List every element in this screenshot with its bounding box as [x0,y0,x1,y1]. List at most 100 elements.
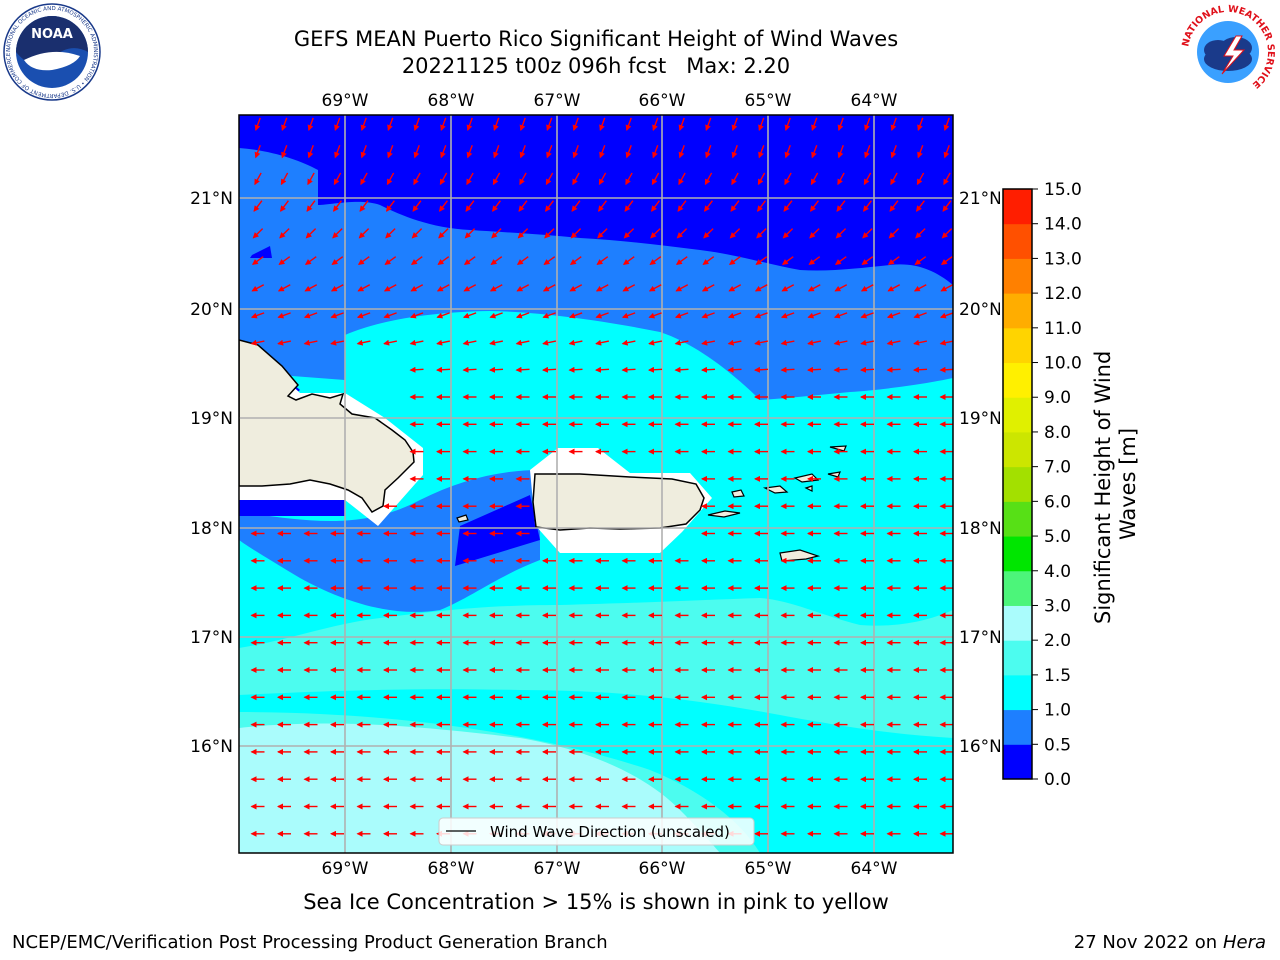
colorbar-swatch [1003,397,1032,433]
wind-wave-arrow [703,200,713,212]
wind-wave-arrow [360,144,367,159]
land-puerto-rico [532,473,705,531]
wave-band-0p0-0p5 [239,115,953,566]
wind-wave-arrow [360,117,367,132]
wind-wave-arrow [277,312,291,319]
colorbar-swatch [1003,258,1032,294]
wind-wave-arrow [387,144,394,159]
lon-label-bottom: 68°W [428,859,475,879]
wind-wave-arrow [705,117,712,132]
wind-wave-arrow [277,339,292,346]
wind-wave-arrow [836,200,846,212]
wind-wave-arrow [728,256,741,265]
wind-wave-arrow [784,117,791,132]
wind-wave-arrow [360,172,368,186]
wave-height-map: 69°W 68°W 67°W 66°W 65°W 64°W 69°W 68°W … [190,91,1000,879]
wind-wave-arrow [410,284,424,292]
wind-wave-arrow [861,256,874,265]
wind-wave-arrow [678,172,686,186]
colorbar-swatch [1003,501,1032,537]
wind-wave-arrow [887,284,901,292]
wind-wave-arrow [332,200,342,212]
colorbar: 0.0 0.5 1.0 1.5 2.0 3.0 4.0 5.0 6.0 7.0 8.0 9.0 10.0… [1002,180,1140,790]
wind-wave-arrow [281,117,288,132]
colorbar-tick-label: 1.0 [1044,701,1071,721]
wind-wave-arrow [597,200,607,212]
wind-wave-arrow [519,117,526,132]
wind-wave-arrow [383,339,398,346]
wind-wave-arrow [731,117,738,132]
wind-wave-arrow [648,366,663,373]
wind-wave-arrow [621,312,636,319]
wind-wave-arrow [728,284,742,292]
lon-label-top: 66°W [639,91,686,111]
wind-wave-arrow [780,339,795,346]
wind-wave-arrow [333,172,342,186]
wind-wave-arrow [412,200,422,212]
wind-wave-arrow [701,366,716,373]
colorbar-swatch [1003,327,1032,364]
wind-wave-arrow [811,117,818,132]
noaa-text: NOAA [31,27,73,42]
footer-date: 27 Nov 2022 on Hera [1074,932,1266,953]
lon-label-top: 69°W [322,91,369,111]
wind-wave-arrow [914,256,927,265]
wind-wave-arrow [250,339,265,346]
wind-wave-arrow [387,117,394,132]
wind-wave-arrow [652,117,659,132]
wind-wave-arrow [810,172,819,186]
colorbar-tick-label: 0.0 [1044,770,1071,790]
wind-wave-arrow [438,200,448,212]
wind-wave-arrow [542,366,557,373]
lat-label-left: 19°N [190,409,233,429]
wind-wave-arrow [917,117,924,132]
colorbar-swatch [1003,362,1032,398]
wind-wave-arrow [701,284,715,292]
footer-host: Hera [1222,932,1266,953]
wind-wave-arrow [358,228,370,239]
wind-wave-arrow [254,117,261,132]
wind-wave-arrow [251,256,264,265]
wind-wave-arrow [915,228,926,239]
wind-wave-arrow [254,172,262,186]
wind-wave-arrow [463,284,477,292]
wind-wave-arrow [807,366,822,373]
wind-wave-arrow [334,117,341,132]
wind-wave-arrow [943,144,950,159]
wind-wave-arrow [307,172,315,186]
wind-wave-arrow [625,144,632,159]
wind-wave-arrow [330,284,344,292]
wind-wave-arrow [569,256,582,265]
wind-wave-arrow [568,339,583,346]
wind-wave-arrow [596,256,609,265]
wind-wave-arrow [331,256,344,265]
wind-wave-arrow [890,117,897,132]
wind-wave-arrow [356,339,371,346]
wind-wave-arrow [678,117,685,132]
nws-logo: NATIONAL WEATHER SERVICE [1180,4,1276,100]
wind-wave-arrow [939,339,953,346]
wind-wave-arrow [648,339,663,346]
wind-wave-arrow [754,366,769,373]
wind-wave-arrow [886,312,901,319]
wind-wave-arrow [860,366,875,373]
wind-wave-arrow [625,117,632,132]
wind-wave-arrow [357,256,370,265]
wind-wave-arrow [704,172,713,186]
lat-label-right: 18°N [959,519,1000,539]
colorbar-frame [1002,188,1033,780]
wind-wave-arrow [332,228,343,239]
colorbar-swatch [1003,570,1032,606]
wind-wave-arrow [781,284,795,292]
wind-wave-arrow [304,256,317,265]
colorbar-tick-label: 8.0 [1044,423,1071,443]
wind-wave-arrow [782,228,794,239]
footer-date-text: 27 Nov 2022 on [1073,932,1218,953]
wind-wave-arrow [784,144,791,159]
wind-wave-arrow [783,200,793,212]
wind-wave-arrow [939,312,953,319]
wind-wave-arrow [730,200,740,212]
wind-wave-arrow [330,312,344,319]
wind-wave-arrow [675,284,689,292]
colorbar-swatch [1003,223,1032,259]
